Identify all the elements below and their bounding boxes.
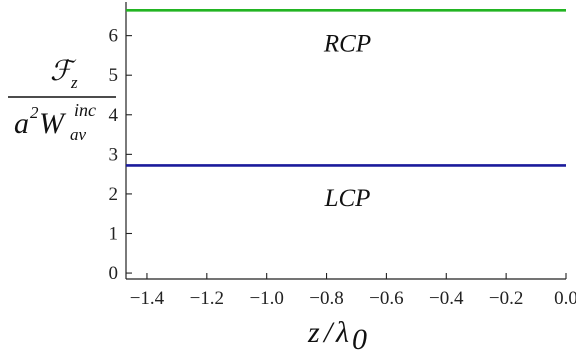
x-axis-label: z / λ 0 bbox=[307, 316, 367, 356]
x-tick-label: −1.4 bbox=[130, 288, 165, 309]
x-tick-label: −0.8 bbox=[309, 288, 343, 309]
y-tick-label: 1 bbox=[109, 223, 119, 244]
annotations: RCP LCP bbox=[323, 30, 371, 211]
x-ticks: −1.4 −1.2 −1.0 −0.8 −0.6 −0.4 −0.2 0.0 bbox=[130, 273, 576, 309]
annotation-rcp: RCP bbox=[323, 30, 371, 57]
y-ticks: 0 1 2 3 4 5 6 bbox=[109, 26, 132, 284]
axes bbox=[125, 2, 566, 280]
xlabel-var: z bbox=[307, 316, 320, 349]
annotation-lcp: LCP bbox=[324, 185, 371, 212]
y-tick-label: 4 bbox=[109, 105, 119, 126]
xlabel-lambda: λ bbox=[335, 316, 349, 349]
y-tick-label: 5 bbox=[109, 65, 119, 86]
x-tick-label: −1.0 bbox=[249, 288, 283, 309]
x-tick-label: −0.2 bbox=[489, 288, 523, 309]
x-tick-label: 0.0 bbox=[554, 288, 576, 309]
y-tick-label: 0 bbox=[109, 263, 119, 284]
ylabel-den-sup: inc bbox=[74, 100, 96, 120]
y-tick-label: 6 bbox=[109, 26, 119, 47]
series-layer bbox=[126, 9, 566, 167]
x-tick-label: −0.4 bbox=[429, 288, 464, 309]
ylabel-den-W: W bbox=[39, 107, 67, 140]
ylabel-den-sub: av bbox=[70, 125, 87, 144]
y-tick-label: 3 bbox=[109, 144, 119, 165]
ylabel-numerator-sub: z bbox=[70, 73, 78, 92]
xlabel-sub: 0 bbox=[352, 323, 367, 356]
ylabel-den-exp: 2 bbox=[30, 103, 39, 122]
ylabel-den-a: a bbox=[14, 107, 29, 140]
x-tick-label: −0.6 bbox=[369, 288, 403, 309]
y-tick-label: 2 bbox=[109, 184, 119, 205]
y-axis-label: ℱ z a 2 W av inc bbox=[8, 56, 116, 144]
xlabel-slash: / bbox=[322, 316, 335, 349]
x-tick-label: −1.2 bbox=[190, 288, 224, 309]
